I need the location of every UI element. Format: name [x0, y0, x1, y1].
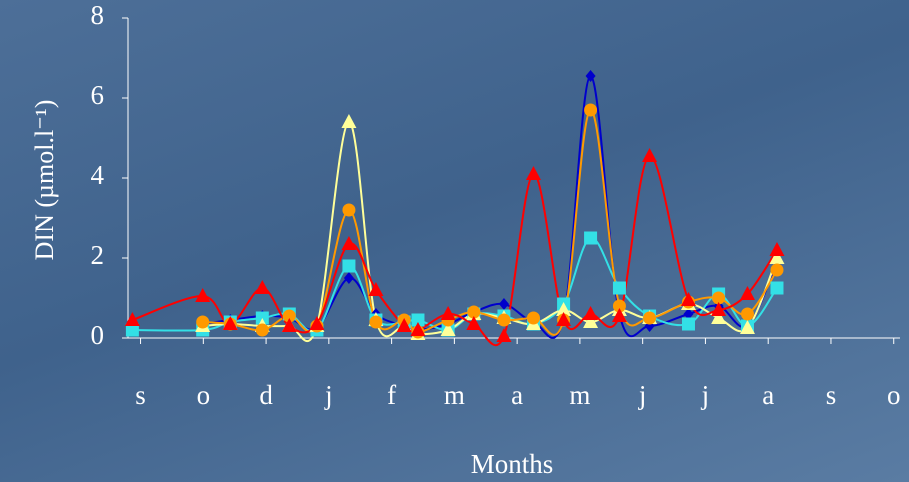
x-tick-label: s — [826, 380, 837, 410]
marker — [496, 328, 511, 342]
marker — [527, 312, 540, 325]
y-tick-label: 6 — [91, 80, 105, 110]
marker — [196, 316, 209, 329]
y-tick-label: 8 — [91, 0, 105, 30]
x-tick-label: o — [887, 380, 901, 410]
marker — [769, 242, 784, 256]
x-tick-label: f — [387, 380, 396, 410]
x-tick-label: a — [511, 380, 523, 410]
marker — [342, 260, 355, 273]
marker — [584, 232, 597, 245]
y-tick-label: 4 — [91, 160, 105, 190]
y-tick-label: 2 — [91, 240, 105, 270]
marker — [499, 298, 509, 310]
y-axis-title: DIN (µmol.l⁻¹) — [30, 100, 59, 261]
marker — [586, 70, 596, 82]
marker — [341, 236, 356, 250]
marker — [256, 324, 269, 337]
marker — [497, 314, 510, 327]
marker — [583, 306, 598, 320]
marker — [770, 282, 783, 295]
marker — [682, 318, 695, 331]
marker — [770, 264, 783, 277]
x-tick-label: o — [197, 380, 211, 410]
marker — [255, 280, 270, 294]
marker — [342, 204, 355, 217]
marker — [526, 166, 541, 180]
marker — [643, 312, 656, 325]
marker — [741, 308, 754, 321]
marker — [613, 282, 626, 295]
marker — [344, 272, 354, 284]
marker — [584, 104, 597, 117]
marker — [441, 306, 456, 320]
slide: DIN (µmol.l⁻¹) Months 0 2 4 6 8 s o d j f m a m j j a s o — [0, 0, 909, 482]
marker — [369, 316, 382, 329]
x-tick-label: m — [569, 380, 590, 410]
x-tick-label: s — [135, 380, 146, 410]
marker — [195, 288, 210, 302]
x-tick-label: a — [762, 380, 774, 410]
x-tick-label: j — [701, 380, 710, 410]
chart: DIN (µmol.l⁻¹) Months 0 2 4 6 8 s o d j f m a m j j a s o — [0, 0, 909, 482]
y-tick-label: 0 — [91, 320, 105, 350]
x-tick-label: j — [324, 380, 333, 410]
x-tick-label: m — [444, 380, 465, 410]
x-axis-title: Months — [471, 449, 554, 479]
marker — [341, 114, 356, 128]
x-tick-label: d — [259, 380, 273, 410]
x-tick-label: j — [638, 380, 647, 410]
marker — [642, 148, 657, 162]
